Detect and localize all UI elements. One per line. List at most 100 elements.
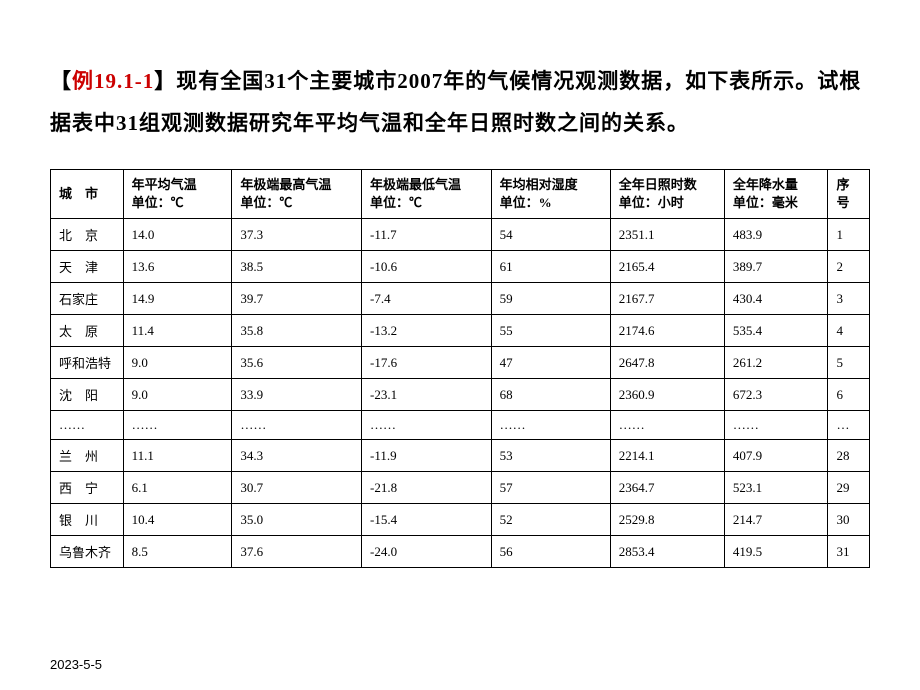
- cell-seq: 1: [828, 219, 870, 251]
- cell-seq: 31: [828, 536, 870, 568]
- cell-city: 沈 阳: [51, 379, 124, 411]
- cell-rainfall: 389.7: [724, 251, 828, 283]
- cell-sunshine: 2351.1: [610, 219, 724, 251]
- cell-max-temp: 30.7: [232, 472, 362, 504]
- climate-data-table: 城 市 年平均气温单位：℃ 年极端最高气温单位：℃ 年极端最低气温单位：℃ 年均…: [50, 169, 870, 568]
- cell-max-temp: 33.9: [232, 379, 362, 411]
- cell-sunshine: 2214.1: [610, 440, 724, 472]
- cell-rainfall: 407.9: [724, 440, 828, 472]
- cell-avg-temp: 9.0: [123, 347, 232, 379]
- cell-sunshine: 2529.8: [610, 504, 724, 536]
- cell-min-temp: ……: [361, 411, 491, 440]
- col-header-city: 城 市: [51, 170, 124, 219]
- cell-sunshine: 2647.8: [610, 347, 724, 379]
- cell-avg-temp: 10.4: [123, 504, 232, 536]
- example-number: 例19.1-1: [72, 69, 154, 93]
- cell-seq: 28: [828, 440, 870, 472]
- cell-humidity: 56: [491, 536, 610, 568]
- cell-max-temp: 35.8: [232, 315, 362, 347]
- cell-humidity: ……: [491, 411, 610, 440]
- cell-sunshine: 2364.7: [610, 472, 724, 504]
- table-row: 西 宁6.130.7-21.8572364.7523.129: [51, 472, 870, 504]
- cell-min-temp: -21.8: [361, 472, 491, 504]
- cell-rainfall: 535.4: [724, 315, 828, 347]
- cell-min-temp: -10.6: [361, 251, 491, 283]
- cell-min-temp: -7.4: [361, 283, 491, 315]
- cell-max-temp: 37.3: [232, 219, 362, 251]
- cell-avg-temp: 14.0: [123, 219, 232, 251]
- cell-city: 呼和浩特: [51, 347, 124, 379]
- cell-seq: 6: [828, 379, 870, 411]
- table-body: 北 京14.037.3-11.7542351.1483.91天 津13.638.…: [51, 219, 870, 568]
- cell-city: 北 京: [51, 219, 124, 251]
- table-row: 北 京14.037.3-11.7542351.1483.91: [51, 219, 870, 251]
- cell-seq: 3: [828, 283, 870, 315]
- cell-city: 兰 州: [51, 440, 124, 472]
- cell-max-temp: 35.6: [232, 347, 362, 379]
- cell-city: 乌鲁木齐: [51, 536, 124, 568]
- cell-max-temp: 39.7: [232, 283, 362, 315]
- cell-rainfall: 419.5: [724, 536, 828, 568]
- cell-max-temp: 38.5: [232, 251, 362, 283]
- cell-min-temp: -11.7: [361, 219, 491, 251]
- cell-avg-temp: 14.9: [123, 283, 232, 315]
- table-row: 银 川10.435.0-15.4522529.8214.730: [51, 504, 870, 536]
- table-header-row: 城 市 年平均气温单位：℃ 年极端最高气温单位：℃ 年极端最低气温单位：℃ 年均…: [51, 170, 870, 219]
- table-row: 石家庄14.939.7-7.4592167.7430.43: [51, 283, 870, 315]
- cell-avg-temp: 8.5: [123, 536, 232, 568]
- cell-seq: 2: [828, 251, 870, 283]
- cell-sunshine: ……: [610, 411, 724, 440]
- cell-min-temp: -23.1: [361, 379, 491, 411]
- table-row: 沈 阳9.033.9-23.1682360.9672.36: [51, 379, 870, 411]
- table-row: 呼和浩特9.035.6-17.6472647.8261.25: [51, 347, 870, 379]
- cell-humidity: 55: [491, 315, 610, 347]
- col-header-humidity: 年均相对湿度单位：%: [491, 170, 610, 219]
- table-row: 兰 州11.134.3-11.9532214.1407.928: [51, 440, 870, 472]
- cell-humidity: 52: [491, 504, 610, 536]
- cell-seq: 30: [828, 504, 870, 536]
- cell-humidity: 68: [491, 379, 610, 411]
- cell-rainfall: 214.7: [724, 504, 828, 536]
- cell-seq: 5: [828, 347, 870, 379]
- cell-city: 太 原: [51, 315, 124, 347]
- cell-rainfall: ……: [724, 411, 828, 440]
- cell-city: ……: [51, 411, 124, 440]
- cell-sunshine: 2360.9: [610, 379, 724, 411]
- cell-min-temp: -11.9: [361, 440, 491, 472]
- cell-max-temp: ……: [232, 411, 362, 440]
- col-header-rainfall: 全年降水量单位：毫米: [724, 170, 828, 219]
- cell-max-temp: 34.3: [232, 440, 362, 472]
- table-row: 太 原11.435.8-13.2552174.6535.44: [51, 315, 870, 347]
- col-header-seq: 序号: [828, 170, 870, 219]
- cell-humidity: 57: [491, 472, 610, 504]
- cell-city: 银 川: [51, 504, 124, 536]
- cell-humidity: 47: [491, 347, 610, 379]
- table-row: ………………………………………: [51, 411, 870, 440]
- table-row: 乌鲁木齐8.537.6-24.0562853.4419.531: [51, 536, 870, 568]
- cell-humidity: 61: [491, 251, 610, 283]
- cell-humidity: 54: [491, 219, 610, 251]
- cell-avg-temp: 11.1: [123, 440, 232, 472]
- cell-min-temp: -17.6: [361, 347, 491, 379]
- cell-rainfall: 523.1: [724, 472, 828, 504]
- cell-sunshine: 2167.7: [610, 283, 724, 315]
- cell-max-temp: 35.0: [232, 504, 362, 536]
- cell-rainfall: 261.2: [724, 347, 828, 379]
- cell-min-temp: -24.0: [361, 536, 491, 568]
- cell-humidity: 53: [491, 440, 610, 472]
- col-header-avg-temp: 年平均气温单位：℃: [123, 170, 232, 219]
- cell-rainfall: 672.3: [724, 379, 828, 411]
- cell-avg-temp: 6.1: [123, 472, 232, 504]
- intro-paragraph: 【例19.1-1】现有全国31个主要城市2007年的气候情况观测数据，如下表所示…: [50, 60, 870, 144]
- cell-sunshine: 2174.6: [610, 315, 724, 347]
- cell-city: 西 宁: [51, 472, 124, 504]
- cell-min-temp: -15.4: [361, 504, 491, 536]
- cell-city: 石家庄: [51, 283, 124, 315]
- cell-avg-temp: ……: [123, 411, 232, 440]
- cell-avg-temp: 13.6: [123, 251, 232, 283]
- cell-max-temp: 37.6: [232, 536, 362, 568]
- cell-city: 天 津: [51, 251, 124, 283]
- col-header-min-temp: 年极端最低气温单位：℃: [361, 170, 491, 219]
- cell-avg-temp: 11.4: [123, 315, 232, 347]
- col-header-max-temp: 年极端最高气温单位：℃: [232, 170, 362, 219]
